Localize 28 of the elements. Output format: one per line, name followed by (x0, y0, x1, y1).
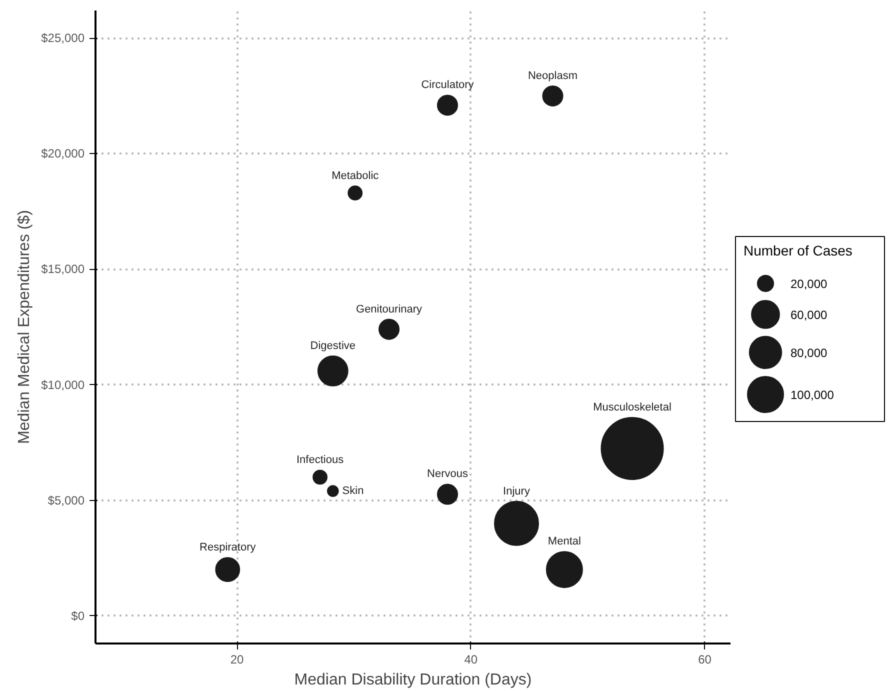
annotation: Infectious (296, 454, 344, 466)
annotation: Metabolic (332, 170, 380, 182)
legend-label: 100,000 (790, 388, 834, 402)
annotation: Neoplasm (528, 70, 578, 82)
legend-title: Number of Cases (744, 242, 852, 258)
legend-label: 20,000 (790, 276, 828, 291)
annotation: Respiratory (200, 542, 256, 554)
x-tick-label: 40 (464, 652, 478, 666)
annotation: Mental (548, 536, 581, 548)
annotation: Injury (503, 485, 530, 498)
y-tick-label: $10,000 (41, 378, 85, 392)
y-tick-label: $0 (71, 608, 85, 623)
annotation: Genitourinary (356, 303, 423, 316)
x-tick-label: 20 (230, 652, 244, 666)
annotation: Musculoskeletal (593, 401, 672, 414)
y-tick-label: $5,000 (48, 493, 85, 508)
y-tick-label: $20,000 (41, 146, 85, 161)
annotation: Nervous (427, 468, 468, 480)
annotation: Digestive (310, 340, 356, 352)
legend-label: 80,000 (790, 346, 828, 360)
annotation: Skin (342, 485, 364, 498)
y-axis-title: Median Medical Expenditures ($) (16, 210, 34, 444)
y-tick-label: $15,000 (41, 262, 85, 276)
annotation: Circulatory (421, 79, 474, 92)
legend-label: 60,000 (790, 308, 828, 322)
x-axis-title: Median Disability Duration (Days) (294, 672, 532, 688)
y-tick-label: $25,000 (41, 31, 85, 46)
x-tick-label: 60 (698, 652, 712, 666)
